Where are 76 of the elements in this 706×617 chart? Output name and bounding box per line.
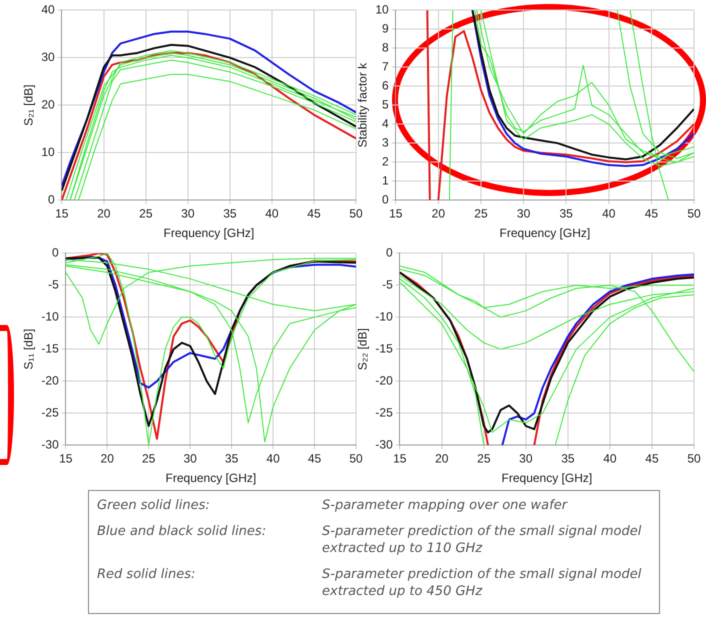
y-axis-title: S₂₂ [dB] <box>356 328 370 370</box>
y-tick-label: -30 <box>375 438 394 452</box>
x-tick-label: 30 <box>181 206 195 221</box>
x-tick-label: 50 <box>349 452 363 466</box>
y-tick-label: -10 <box>41 310 60 324</box>
x-tick-label: 35 <box>223 206 237 221</box>
y-tick-label: 9 <box>382 22 390 36</box>
y-axis-title: S₂₁ [dB] <box>22 84 36 126</box>
x-tick-label: 30 <box>516 206 531 221</box>
x-axis-title: Frequency [GHz] <box>502 471 592 486</box>
y-tick-label: 2 <box>382 154 390 169</box>
x-tick-label: 20 <box>432 206 446 221</box>
text: S-parameter mapping over one wafer <box>322 497 569 515</box>
y-tick-label: 8 <box>382 40 390 55</box>
x-tick-label: 25 <box>139 206 153 221</box>
y-tick-label: -5 <box>382 278 394 292</box>
y-tick-label: 10 <box>41 145 56 160</box>
y-tick-label: -10 <box>375 310 394 324</box>
x-tick-label: 45 <box>645 452 659 466</box>
y-tick-label: 40 <box>41 2 56 17</box>
text: Red solid lines: <box>97 566 196 584</box>
y-tick-label: 3 <box>382 136 390 150</box>
y-tick-label: 0 <box>382 192 390 207</box>
y-tick-label: 20 <box>41 98 56 112</box>
x-tick-label: 15 <box>55 206 69 221</box>
x-tick-label: 50 <box>687 206 701 221</box>
y-axis-title: Stability factor k <box>356 62 370 148</box>
x-axis-title: Frequency [GHz] <box>500 226 590 240</box>
x-axis-title: Frequency [GHz] <box>164 226 254 240</box>
y-tick-label: -5 <box>48 278 60 292</box>
x-tick-label: 30 <box>183 452 198 466</box>
y-axis-title: S₁₁ [dB] <box>22 328 36 370</box>
y-tick-label: 0 <box>48 192 56 207</box>
x-tick-label: 25 <box>142 452 156 466</box>
x-tick-label: 45 <box>644 206 658 221</box>
x-axis-title: Frequency [GHz] <box>166 471 256 486</box>
text: S-parameter prediction of the small signal model extracted up to 110 GHz <box>322 523 642 558</box>
x-tick-label: 15 <box>59 452 73 466</box>
x-tick-label: 20 <box>97 206 111 221</box>
x-tick-label: 20 <box>100 452 114 466</box>
y-tick-label: -25 <box>41 406 60 420</box>
y-tick-label: 0 <box>52 246 60 260</box>
x-tick-label: 45 <box>307 206 321 221</box>
x-tick-label: 15 <box>393 452 407 466</box>
text: S-parameter prediction of the small signal model extracted up to 450 GHz <box>322 566 642 601</box>
y-tick-label: 0 <box>386 246 394 260</box>
x-tick-label: 35 <box>560 206 574 221</box>
y-tick-label: 5 <box>382 98 390 112</box>
x-tick-label: 45 <box>308 452 322 466</box>
x-tick-label: 35 <box>224 452 239 466</box>
x-tick-label: 15 <box>389 206 403 221</box>
y-tick-label: -25 <box>375 406 394 420</box>
text: Blue and black solid lines: <box>97 523 268 541</box>
x-tick-label: 40 <box>265 206 279 221</box>
text: Green solid lines: <box>97 497 211 515</box>
y-tick-label: -20 <box>41 374 60 388</box>
y-tick-label: 30 <box>41 50 56 64</box>
y-tick-label: 10 <box>375 2 390 17</box>
y-tick-label: 6 <box>382 78 390 93</box>
x-tick-label: 40 <box>602 206 616 221</box>
y-tick-label: -30 <box>41 438 60 452</box>
x-tick-label: 35 <box>561 452 575 466</box>
x-tick-label: 20 <box>435 452 449 466</box>
y-tick-label: 7 <box>382 60 390 74</box>
y-tick-label: -15 <box>41 342 60 356</box>
x-tick-label: 25 <box>474 206 488 221</box>
x-tick-label: 50 <box>687 452 701 466</box>
y-tick-label: 1 <box>382 174 390 188</box>
x-tick-label: 40 <box>266 452 280 466</box>
x-tick-label: 25 <box>477 452 491 466</box>
y-tick-label: 4 <box>382 116 390 131</box>
y-tick-label: -20 <box>375 374 394 388</box>
x-tick-label: 40 <box>603 452 617 466</box>
x-tick-label: 30 <box>519 452 533 466</box>
y-tick-label: -15 <box>375 342 394 356</box>
x-tick-label: 50 <box>349 206 363 221</box>
